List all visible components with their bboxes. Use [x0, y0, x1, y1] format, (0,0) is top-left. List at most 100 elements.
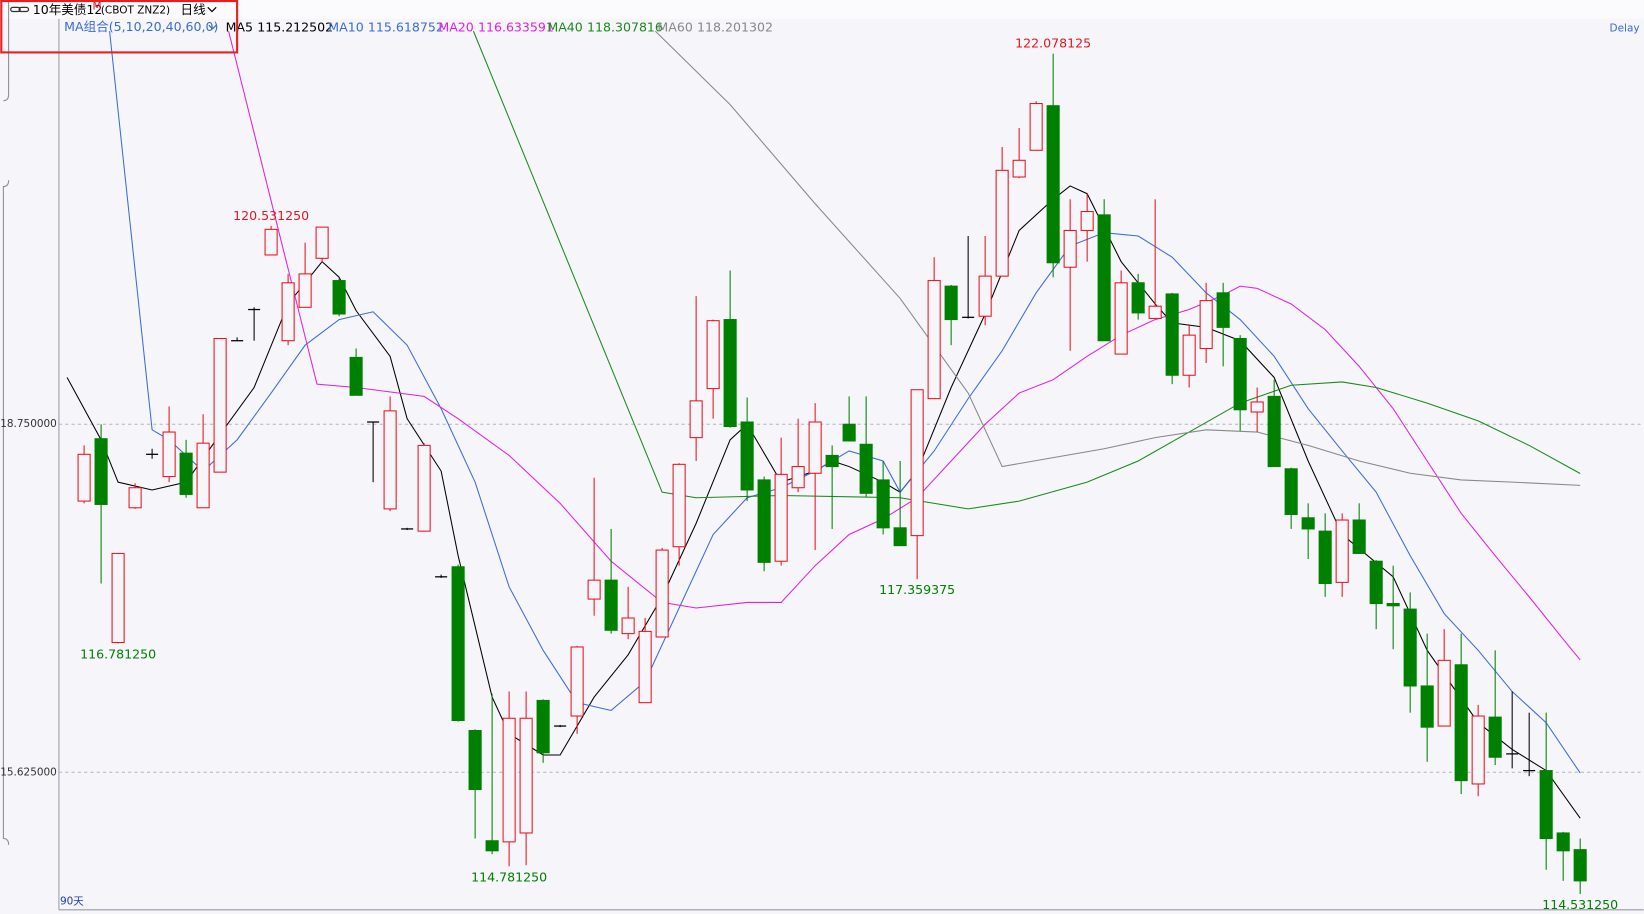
- toolbar: [0, 0, 1644, 19]
- candle-body: [383, 410, 397, 510]
- candle-body: [1454, 664, 1468, 782]
- candle-body: [298, 273, 312, 308]
- candle-body: [876, 479, 890, 529]
- candle-body: [213, 337, 227, 473]
- ma-legend-value: 118.201302: [697, 19, 773, 34]
- candle-body: [315, 226, 329, 259]
- labels: 118.750000 115.625000 116.781250 120.531250…: [0, 36, 1618, 912]
- candle-body: [1318, 530, 1332, 585]
- candle-body: [1097, 214, 1111, 342]
- candle-body: [893, 527, 907, 547]
- ma-legend-value: 116.633591: [478, 19, 554, 34]
- candle-body: [1250, 401, 1264, 413]
- candle-body: [1199, 300, 1213, 350]
- candle-body: [1165, 293, 1179, 376]
- candle-body: [1182, 334, 1196, 376]
- candle-body: [859, 443, 873, 494]
- ma-legend-value: 115.618752: [368, 19, 444, 34]
- candle-body: [621, 617, 635, 635]
- candles: [77, 53, 1587, 895]
- candle-body: [672, 463, 686, 548]
- candle-body: [1233, 337, 1247, 411]
- candle-body: [706, 320, 720, 390]
- candle-body: [1556, 832, 1570, 852]
- candle-body: [1573, 849, 1587, 882]
- candle-body: [740, 421, 754, 491]
- candle-body: [604, 579, 618, 631]
- candle-body: [723, 319, 737, 427]
- candle-body: [1267, 395, 1281, 468]
- ma-line: [228, 30, 1581, 661]
- highlight-box: [0, 0, 239, 54]
- instrument-code: (CBOT ZNZ2): [101, 4, 170, 16]
- ma-legend-entry: MA60 118.201302: [657, 19, 773, 34]
- candle-body: [264, 228, 278, 256]
- ma-line: [654, 30, 1581, 486]
- link-icon: [10, 6, 30, 13]
- candle-body: [1114, 282, 1128, 355]
- candle-body: [927, 280, 941, 400]
- candle-body: [1386, 603, 1400, 607]
- ma-legend-name: MA5: [226, 19, 253, 34]
- candle-body: [1335, 519, 1349, 583]
- candle-body: [944, 285, 958, 321]
- candle-body: [1403, 608, 1417, 687]
- candle-body: [179, 452, 193, 495]
- candle-body: [1488, 716, 1502, 758]
- candle-body: [111, 552, 125, 644]
- candle-body: [281, 282, 295, 342]
- candle-body: [417, 444, 431, 532]
- ma-legend-entry: MA5 115.212502: [226, 19, 334, 34]
- candle-body: [689, 400, 703, 439]
- candle-body: [502, 717, 516, 843]
- candle-body: [1063, 229, 1077, 268]
- candle-body: [1284, 468, 1298, 515]
- ma-legend-value: 115.212502: [257, 19, 333, 34]
- instrument-tab[interactable]: 10年美债12 M (CBOT ZNZ2) 日线: [10, 0, 217, 17]
- candle-body: [774, 473, 788, 562]
- candle-body: [1539, 770, 1553, 840]
- candle-body: [162, 431, 176, 478]
- instrument-flag: M: [92, 0, 101, 12]
- candle-body: [468, 729, 482, 791]
- ma-legend-name: MA20: [438, 19, 473, 34]
- low-label: 114.531250: [1542, 897, 1618, 912]
- candle-body: [94, 438, 108, 505]
- candle-body: [757, 479, 771, 563]
- candle-body: [1029, 102, 1043, 151]
- ma-combo-selector[interactable]: MA组合(5,10,20,40,60,0): [64, 19, 218, 34]
- ma-line: [109, 31, 1581, 774]
- low-label: 117.359375: [879, 582, 955, 597]
- candle-body: [196, 442, 210, 509]
- candle-body: [842, 423, 856, 442]
- delay-indicator: Delay: [1610, 22, 1640, 34]
- y-tick-label: 118.750000: [0, 418, 57, 430]
- candle-body: [77, 453, 91, 502]
- ma-combo-chevron: [208, 24, 217, 30]
- candle-body: [128, 487, 142, 509]
- candle-body: [587, 579, 601, 600]
- candle-body: [485, 840, 499, 852]
- candle-body: [451, 566, 465, 722]
- candle-body: [825, 454, 839, 468]
- candle-body: [1301, 517, 1315, 530]
- candle-body: [349, 356, 363, 396]
- low-label: 114.781250: [471, 869, 547, 884]
- candle-body: [1352, 519, 1366, 554]
- period-selector[interactable]: 日线: [181, 2, 207, 17]
- candle-body: [1216, 292, 1230, 328]
- candle-body: [1471, 715, 1485, 785]
- candle-body: [1131, 282, 1145, 314]
- ma-legend-name: MA10: [328, 19, 363, 34]
- candle-body: [808, 421, 822, 474]
- y-tick-label: 115.625000: [0, 766, 57, 778]
- candle-body: [1437, 659, 1451, 727]
- candle-body: [638, 630, 652, 704]
- candle-body: [519, 717, 533, 834]
- ma-legend-entry: MA10 115.618752: [328, 19, 444, 34]
- candle-body: [910, 389, 924, 537]
